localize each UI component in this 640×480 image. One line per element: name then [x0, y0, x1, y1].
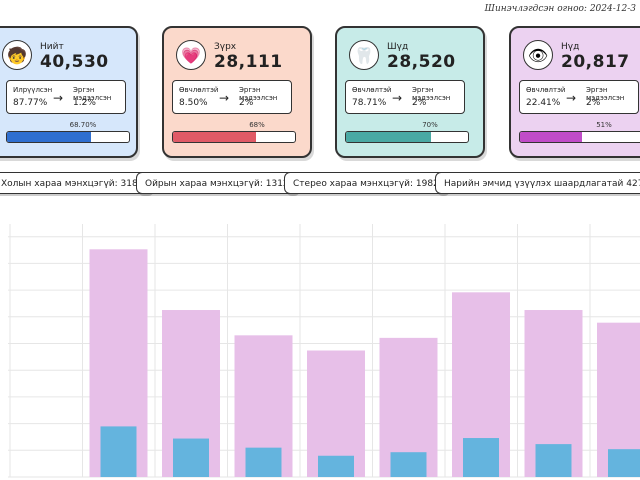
arrow-right-icon: → [392, 91, 403, 105]
chart-bar [608, 449, 640, 477]
card-value: 28,520 [387, 52, 456, 72]
stat-pill-far-vision[interactable]: Холын хараа мэнхцэгүй: 3181 [0, 172, 153, 194]
chart-bar [318, 455, 354, 477]
card-stats-box: Өвчлөлтэй 8.50% → Эргэн мэдээлсэн 2% [172, 80, 292, 114]
progress-bar [172, 131, 296, 143]
stat-pill-stereo-vision[interactable]: Стерео хараа мэнхцэгүй: 1982 [284, 172, 448, 194]
chart-bar [463, 438, 499, 477]
stat-pill-near-vision[interactable]: Ойрын хараа мэнхцэгүй: 1312 [136, 172, 298, 194]
boy-face-icon: 🧒 [2, 40, 32, 70]
stat-value-1: 22.41% [526, 98, 561, 108]
summary-card-eye: 👁 Нүд 20,817 Өвчлөлтэй 22.41% → Эргэн мэ… [509, 26, 640, 158]
stat-value-2: 1.2% [73, 98, 96, 108]
eye-icon: 👁 [523, 40, 553, 70]
summary-card-teeth: 🦷 Шүд 28,520 Өвчлөлтэй 78.71% → Эргэн мэ… [335, 26, 485, 158]
progress-bar [6, 131, 130, 143]
stat-value-2: 2% [586, 98, 601, 108]
card-value: 20,817 [561, 52, 630, 72]
stat-pill-specialist-needed[interactable]: Нарийн эмчид үзүүлэх шаардлагатай 4279 [435, 172, 640, 194]
stat-key-2: Эргэн мэдээлсэн [73, 86, 112, 102]
stat-key-1: Өвчлөлтэй [352, 86, 392, 94]
progress-fill [520, 132, 583, 142]
card-label: Зүрх [214, 42, 237, 52]
arrow-right-icon: → [566, 91, 577, 105]
stat-key-2: Эргэн мэдээлсэн [412, 86, 451, 102]
bar-chart [8, 224, 640, 478]
card-label: Шүд [387, 42, 409, 52]
arrow-right-icon: → [53, 91, 64, 105]
stat-value-1: 78.71% [352, 98, 387, 108]
progress-bar [345, 131, 469, 143]
chart-bar [173, 438, 209, 477]
progress-percent: 70% [422, 121, 438, 129]
stat-key-1: Өвчлөлтэй [179, 86, 219, 94]
stat-key-1: Өвчлөлтэй [526, 86, 566, 94]
card-value: 40,530 [40, 52, 109, 72]
chart-bar [390, 452, 427, 477]
card-stats-box: Өвчлөлтэй 22.41% → Эргэн мэдээлсэн 2% [519, 80, 639, 114]
last-updated-text: Шинэчлэгдсэн огноо: 2024-12-3 [484, 4, 636, 14]
chart-bar [535, 444, 572, 477]
stat-value-1: 87.77% [13, 98, 48, 108]
card-label: Нийт [40, 42, 64, 52]
card-stats-box: Илрүүлсэн 87.77% → Эргэн мэдээлсэн 1.2% [6, 80, 126, 114]
stat-value-2: 2% [239, 98, 254, 108]
summary-card-total: 🧒 Нийт 40,530 Илрүүлсэн 87.77% → Эргэн м… [0, 26, 138, 158]
arrow-right-icon: → [219, 91, 230, 105]
chart-bar [100, 426, 137, 477]
progress-percent: 51% [596, 121, 612, 129]
progress-fill [346, 132, 432, 142]
progress-percent: 68% [249, 121, 265, 129]
stat-key-2: Эргэн мэдээлсэн [586, 86, 625, 102]
summary-card-heart: 💗 Зүрх 28,111 Өвчлөлтэй 8.50% → Эргэн мэ… [162, 26, 312, 158]
stat-key-2: Эргэн мэдээлсэн [239, 86, 278, 102]
stat-key-1: Илрүүлсэн [13, 86, 53, 94]
card-label: Нүд [561, 42, 580, 52]
progress-fill [173, 132, 256, 142]
chart-bar [245, 447, 282, 477]
stat-value-1: 8.50% [179, 98, 208, 108]
card-value: 28,111 [214, 52, 283, 72]
progress-percent: 68.70% [69, 121, 97, 129]
progress-fill [7, 132, 91, 142]
heart-icon: 💗 [176, 40, 206, 70]
tooth-icon: 🦷 [349, 40, 379, 70]
progress-bar [519, 131, 640, 143]
card-stats-box: Өвчлөлтэй 78.71% → Эргэн мэдээлсэн 2% [345, 80, 465, 114]
stat-value-2: 2% [412, 98, 427, 108]
